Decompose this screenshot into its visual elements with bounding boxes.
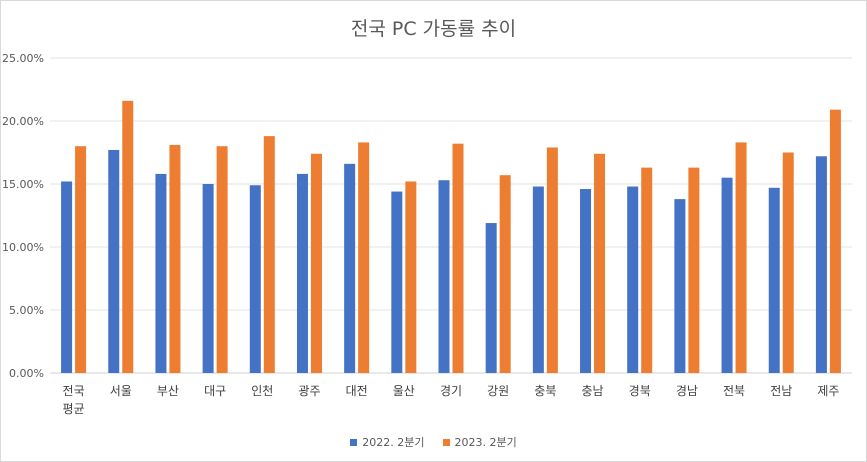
bar-1-6 xyxy=(344,163,356,373)
x-category-label: 전북 xyxy=(723,384,745,398)
legend-swatch-series-2 xyxy=(442,438,450,446)
bar-1-2 xyxy=(155,173,167,373)
x-category-label: 경북 xyxy=(629,384,651,398)
bar-1-7 xyxy=(391,191,403,373)
x-category-label: 인천 xyxy=(251,383,273,398)
x-category-label: 대구 xyxy=(204,384,226,398)
x-category-label: 충북 xyxy=(534,384,556,398)
legend-item-series-1: 2022. 2분기 xyxy=(350,434,425,450)
bar-1-10 xyxy=(532,186,544,373)
bar-1-3 xyxy=(202,184,214,373)
bar-1-8 xyxy=(438,180,450,373)
legend-label-series-2: 2023. 2분기 xyxy=(454,436,517,449)
legend-item-series-2: 2023. 2분기 xyxy=(442,434,517,450)
y-tick-label: 20.00% xyxy=(2,115,44,128)
x-category-label: 울산 xyxy=(393,384,415,398)
bar-2-15 xyxy=(782,152,794,373)
bar-1-9 xyxy=(485,223,497,373)
x-category-label: 전국 평균 xyxy=(63,384,85,416)
y-tick-label: 5.00% xyxy=(9,304,44,317)
bar-1-4 xyxy=(249,185,261,373)
bar-2-1 xyxy=(122,100,134,373)
bar-2-0 xyxy=(75,146,87,373)
x-category-label: 전남 xyxy=(770,384,792,398)
bar-2-11 xyxy=(594,153,606,373)
y-tick-label: 0.00% xyxy=(9,367,44,380)
bar-2-6 xyxy=(358,142,370,373)
bar-2-13 xyxy=(688,167,700,373)
x-category-label: 제주 xyxy=(817,384,839,398)
bar-1-14 xyxy=(721,177,733,373)
legend: 2022. 2분기 2023. 2분기 xyxy=(0,434,867,450)
bar-1-0 xyxy=(61,181,73,373)
bar-2-9 xyxy=(499,175,511,373)
bar-2-14 xyxy=(735,142,747,373)
legend-swatch-series-1 xyxy=(350,438,358,446)
bars xyxy=(61,100,841,373)
x-category-label: 경기 xyxy=(440,384,462,398)
bar-2-3 xyxy=(216,146,228,373)
y-tick-label: 25.00% xyxy=(2,52,44,65)
bar-1-11 xyxy=(580,189,592,373)
legend-label-series-1: 2022. 2분기 xyxy=(362,436,425,449)
y-tick-label: 10.00% xyxy=(2,241,44,254)
x-category-label: 충남 xyxy=(581,384,603,398)
x-category-label: 부산 xyxy=(157,384,179,398)
x-category-label: 광주 xyxy=(298,384,320,398)
bar-2-2 xyxy=(169,144,181,373)
bar-1-16 xyxy=(815,156,827,373)
bar-2-8 xyxy=(452,143,464,373)
bar-2-4 xyxy=(263,136,275,373)
chart-title: 전국 PC 가동률 추이 xyxy=(350,18,517,40)
bar-1-1 xyxy=(108,149,120,373)
x-category-label: 대전 xyxy=(346,384,368,398)
x-axis-labels: 전국 평균 서울 부산 대구 인천 광주 대전 울산 경기 강원 충북 충남 경북 경남 전북 전남 제주 xyxy=(63,383,840,416)
bar-2-7 xyxy=(405,181,417,373)
bar-1-15 xyxy=(768,187,780,373)
y-tick-label: 15.00% xyxy=(2,178,44,191)
bar-2-5 xyxy=(310,153,322,373)
bar-2-16 xyxy=(829,109,841,373)
bar-2-12 xyxy=(641,167,653,373)
bar-2-10 xyxy=(546,147,558,373)
bar-1-5 xyxy=(296,173,308,373)
gridlines xyxy=(50,57,852,374)
bar-1-12 xyxy=(627,186,639,373)
x-category-label: 강원 xyxy=(487,384,509,398)
y-axis-ticks: 0.00% 5.00% 10.00% 15.00% 20.00% 25.00% xyxy=(2,52,44,380)
bar-1-13 xyxy=(674,199,686,373)
x-category-label: 경남 xyxy=(676,384,698,398)
x-category-label: 서울 xyxy=(110,384,132,398)
